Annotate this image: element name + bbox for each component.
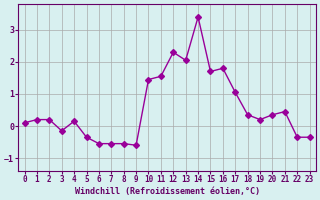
X-axis label: Windchill (Refroidissement éolien,°C): Windchill (Refroidissement éolien,°C) [75,187,260,196]
